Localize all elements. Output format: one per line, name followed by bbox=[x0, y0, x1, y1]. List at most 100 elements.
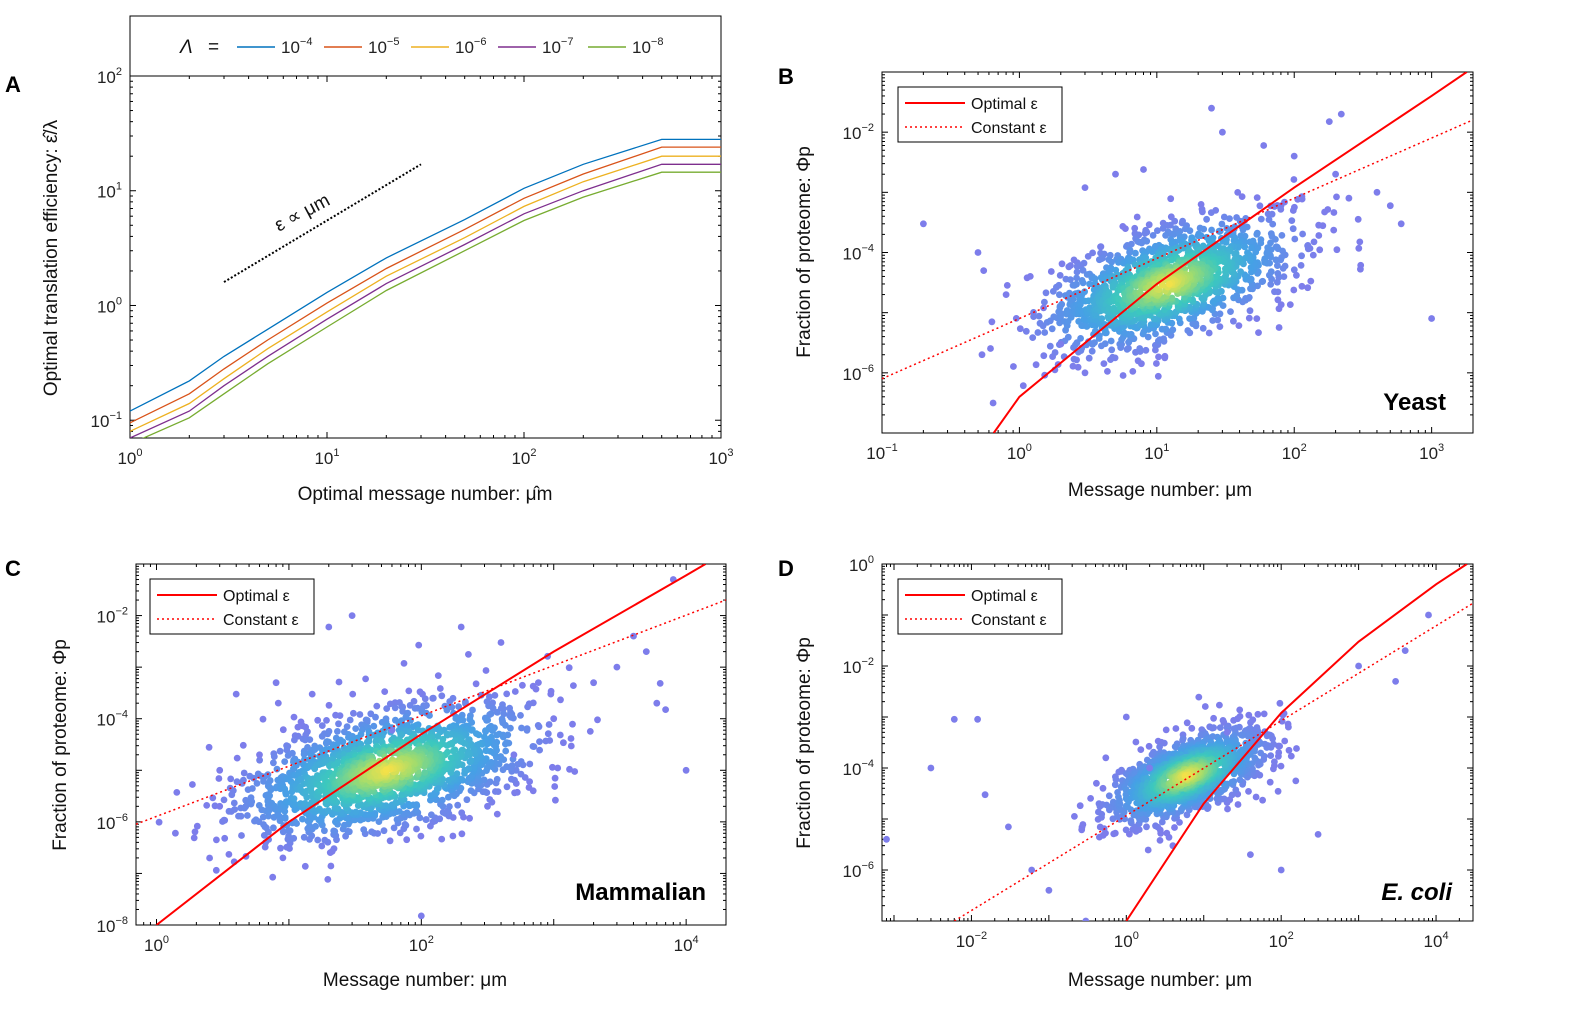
data-point bbox=[989, 399, 997, 407]
data-point bbox=[1154, 372, 1162, 380]
data-point bbox=[1247, 719, 1254, 726]
data-point bbox=[1309, 251, 1317, 259]
data-point bbox=[335, 720, 342, 728]
data-point bbox=[519, 681, 526, 689]
data-point bbox=[1010, 363, 1017, 370]
data-point bbox=[1330, 226, 1338, 234]
data-point bbox=[1274, 296, 1282, 304]
data-point bbox=[511, 789, 518, 797]
data-point bbox=[1285, 746, 1293, 754]
data-point bbox=[1098, 810, 1106, 818]
data-point bbox=[330, 845, 338, 852]
data-point bbox=[1201, 703, 1209, 710]
data-point bbox=[1030, 313, 1037, 320]
data-point bbox=[1275, 749, 1283, 756]
data-point bbox=[360, 826, 368, 833]
x-tick-label-c: 102 bbox=[409, 934, 434, 955]
data-point bbox=[1081, 288, 1088, 296]
data-point bbox=[1158, 281, 1166, 289]
data-point bbox=[1131, 224, 1139, 232]
data-point bbox=[1290, 286, 1298, 294]
data-point bbox=[386, 700, 394, 708]
data-point bbox=[1268, 232, 1276, 240]
data-point bbox=[1156, 743, 1163, 751]
data-point bbox=[542, 737, 550, 745]
data-point bbox=[228, 791, 236, 799]
data-point bbox=[446, 724, 454, 731]
data-point bbox=[508, 762, 516, 769]
data-point bbox=[1354, 215, 1362, 223]
y-tick-label-d: 100 bbox=[849, 554, 874, 575]
data-point bbox=[1197, 731, 1205, 739]
data-point bbox=[1069, 362, 1077, 370]
data-point bbox=[1216, 323, 1224, 330]
data-point bbox=[1122, 225, 1129, 233]
outlier-point bbox=[510, 751, 518, 759]
data-point bbox=[532, 685, 540, 693]
data-point bbox=[1048, 325, 1056, 333]
data-point bbox=[1158, 325, 1166, 333]
optimal-line-b bbox=[992, 72, 1468, 433]
organism-label-c: Mammalian bbox=[575, 879, 706, 906]
data-point bbox=[1143, 823, 1150, 831]
data-point bbox=[503, 783, 511, 791]
data-point bbox=[469, 706, 476, 714]
data-point bbox=[480, 776, 488, 784]
data-point bbox=[1245, 788, 1252, 795]
data-point bbox=[362, 675, 369, 683]
data-point bbox=[172, 829, 179, 837]
data-point bbox=[449, 832, 457, 840]
x-tick-label-a: 101 bbox=[314, 447, 339, 468]
outlier-point bbox=[388, 726, 396, 734]
data-point bbox=[1236, 776, 1244, 784]
data-point bbox=[290, 834, 298, 842]
data-point bbox=[1244, 732, 1252, 740]
data-point bbox=[1237, 268, 1244, 275]
x-tick-label-d: 100 bbox=[1114, 930, 1139, 951]
data-point bbox=[1099, 254, 1106, 262]
outlier-point bbox=[590, 679, 597, 687]
data-point bbox=[438, 692, 446, 700]
data-point bbox=[491, 692, 499, 699]
data-point bbox=[1263, 732, 1271, 740]
data-point bbox=[492, 788, 499, 795]
data-point bbox=[1093, 779, 1100, 787]
data-point bbox=[1088, 347, 1096, 355]
outlier-point bbox=[279, 854, 287, 862]
data-point bbox=[1249, 765, 1256, 773]
data-point bbox=[291, 736, 298, 744]
data-point bbox=[155, 818, 163, 826]
data-point bbox=[1236, 706, 1244, 714]
data-point bbox=[1167, 221, 1174, 229]
data-point bbox=[1100, 360, 1108, 367]
data-point bbox=[1238, 193, 1246, 201]
data-point bbox=[1183, 719, 1191, 727]
legend-entry-2: 10−6 bbox=[455, 36, 486, 57]
data-point bbox=[314, 716, 322, 724]
data-point bbox=[1245, 314, 1253, 322]
data-point bbox=[391, 704, 399, 712]
data-point bbox=[265, 812, 272, 820]
plot-a: 100 101 102 103 10−1 100 101 102 bbox=[91, 66, 734, 468]
data-point bbox=[1079, 821, 1087, 828]
data-point bbox=[438, 835, 446, 843]
data-point bbox=[405, 687, 413, 695]
data-point bbox=[1142, 346, 1150, 354]
data-point bbox=[330, 793, 338, 801]
data-point bbox=[439, 809, 447, 816]
outlier-point bbox=[1428, 315, 1435, 322]
legend-constant-c: Constant ε bbox=[223, 612, 299, 629]
data-point bbox=[244, 812, 251, 819]
legend-entry-3: 10−7 bbox=[542, 36, 573, 57]
x-tick-label-b: 102 bbox=[1282, 442, 1307, 463]
data-point bbox=[1168, 294, 1176, 302]
legend-eq-a: = bbox=[208, 37, 219, 58]
data-point bbox=[453, 770, 461, 778]
data-point bbox=[1214, 295, 1222, 302]
data-point bbox=[1085, 354, 1093, 362]
data-point bbox=[493, 708, 501, 716]
data-point bbox=[1067, 313, 1075, 321]
data-point bbox=[545, 721, 553, 728]
constant-line-c bbox=[136, 599, 726, 825]
data-point bbox=[1333, 193, 1340, 201]
